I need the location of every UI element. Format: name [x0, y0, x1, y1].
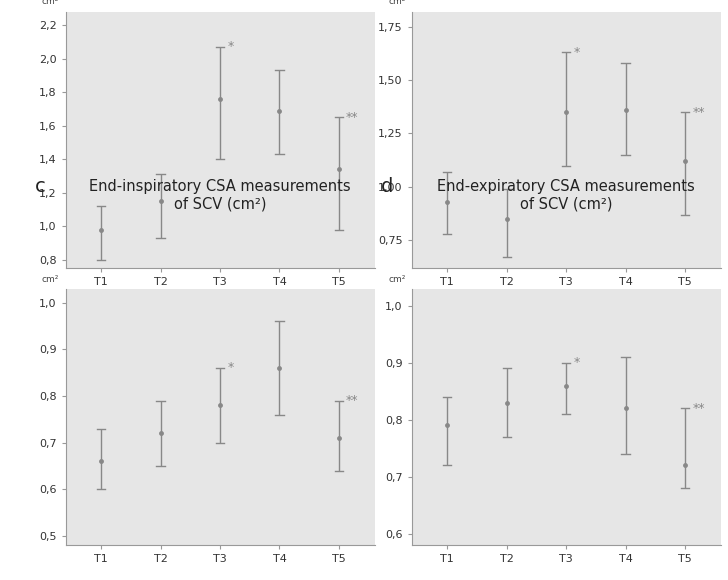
Text: cm²: cm² [42, 274, 60, 284]
Text: *: * [227, 361, 234, 375]
Text: **: ** [692, 106, 705, 118]
Text: End-inspiratory CSA measurements
of SCV (cm²): End-inspiratory CSA measurements of SCV … [90, 179, 351, 212]
Text: **: ** [692, 402, 705, 415]
Text: **: ** [346, 394, 359, 407]
Text: d: d [381, 177, 393, 196]
Text: c: c [35, 177, 45, 196]
Text: cm²: cm² [388, 0, 405, 6]
Text: *: * [574, 46, 579, 59]
Text: *: * [227, 41, 234, 53]
Text: cm²: cm² [42, 0, 60, 6]
Text: cm²: cm² [388, 274, 405, 284]
Text: *: * [574, 356, 579, 369]
Text: End-expiratory CSA measurements
of SCV (cm²): End-expiratory CSA measurements of SCV (… [438, 179, 695, 212]
Text: **: ** [346, 111, 359, 124]
